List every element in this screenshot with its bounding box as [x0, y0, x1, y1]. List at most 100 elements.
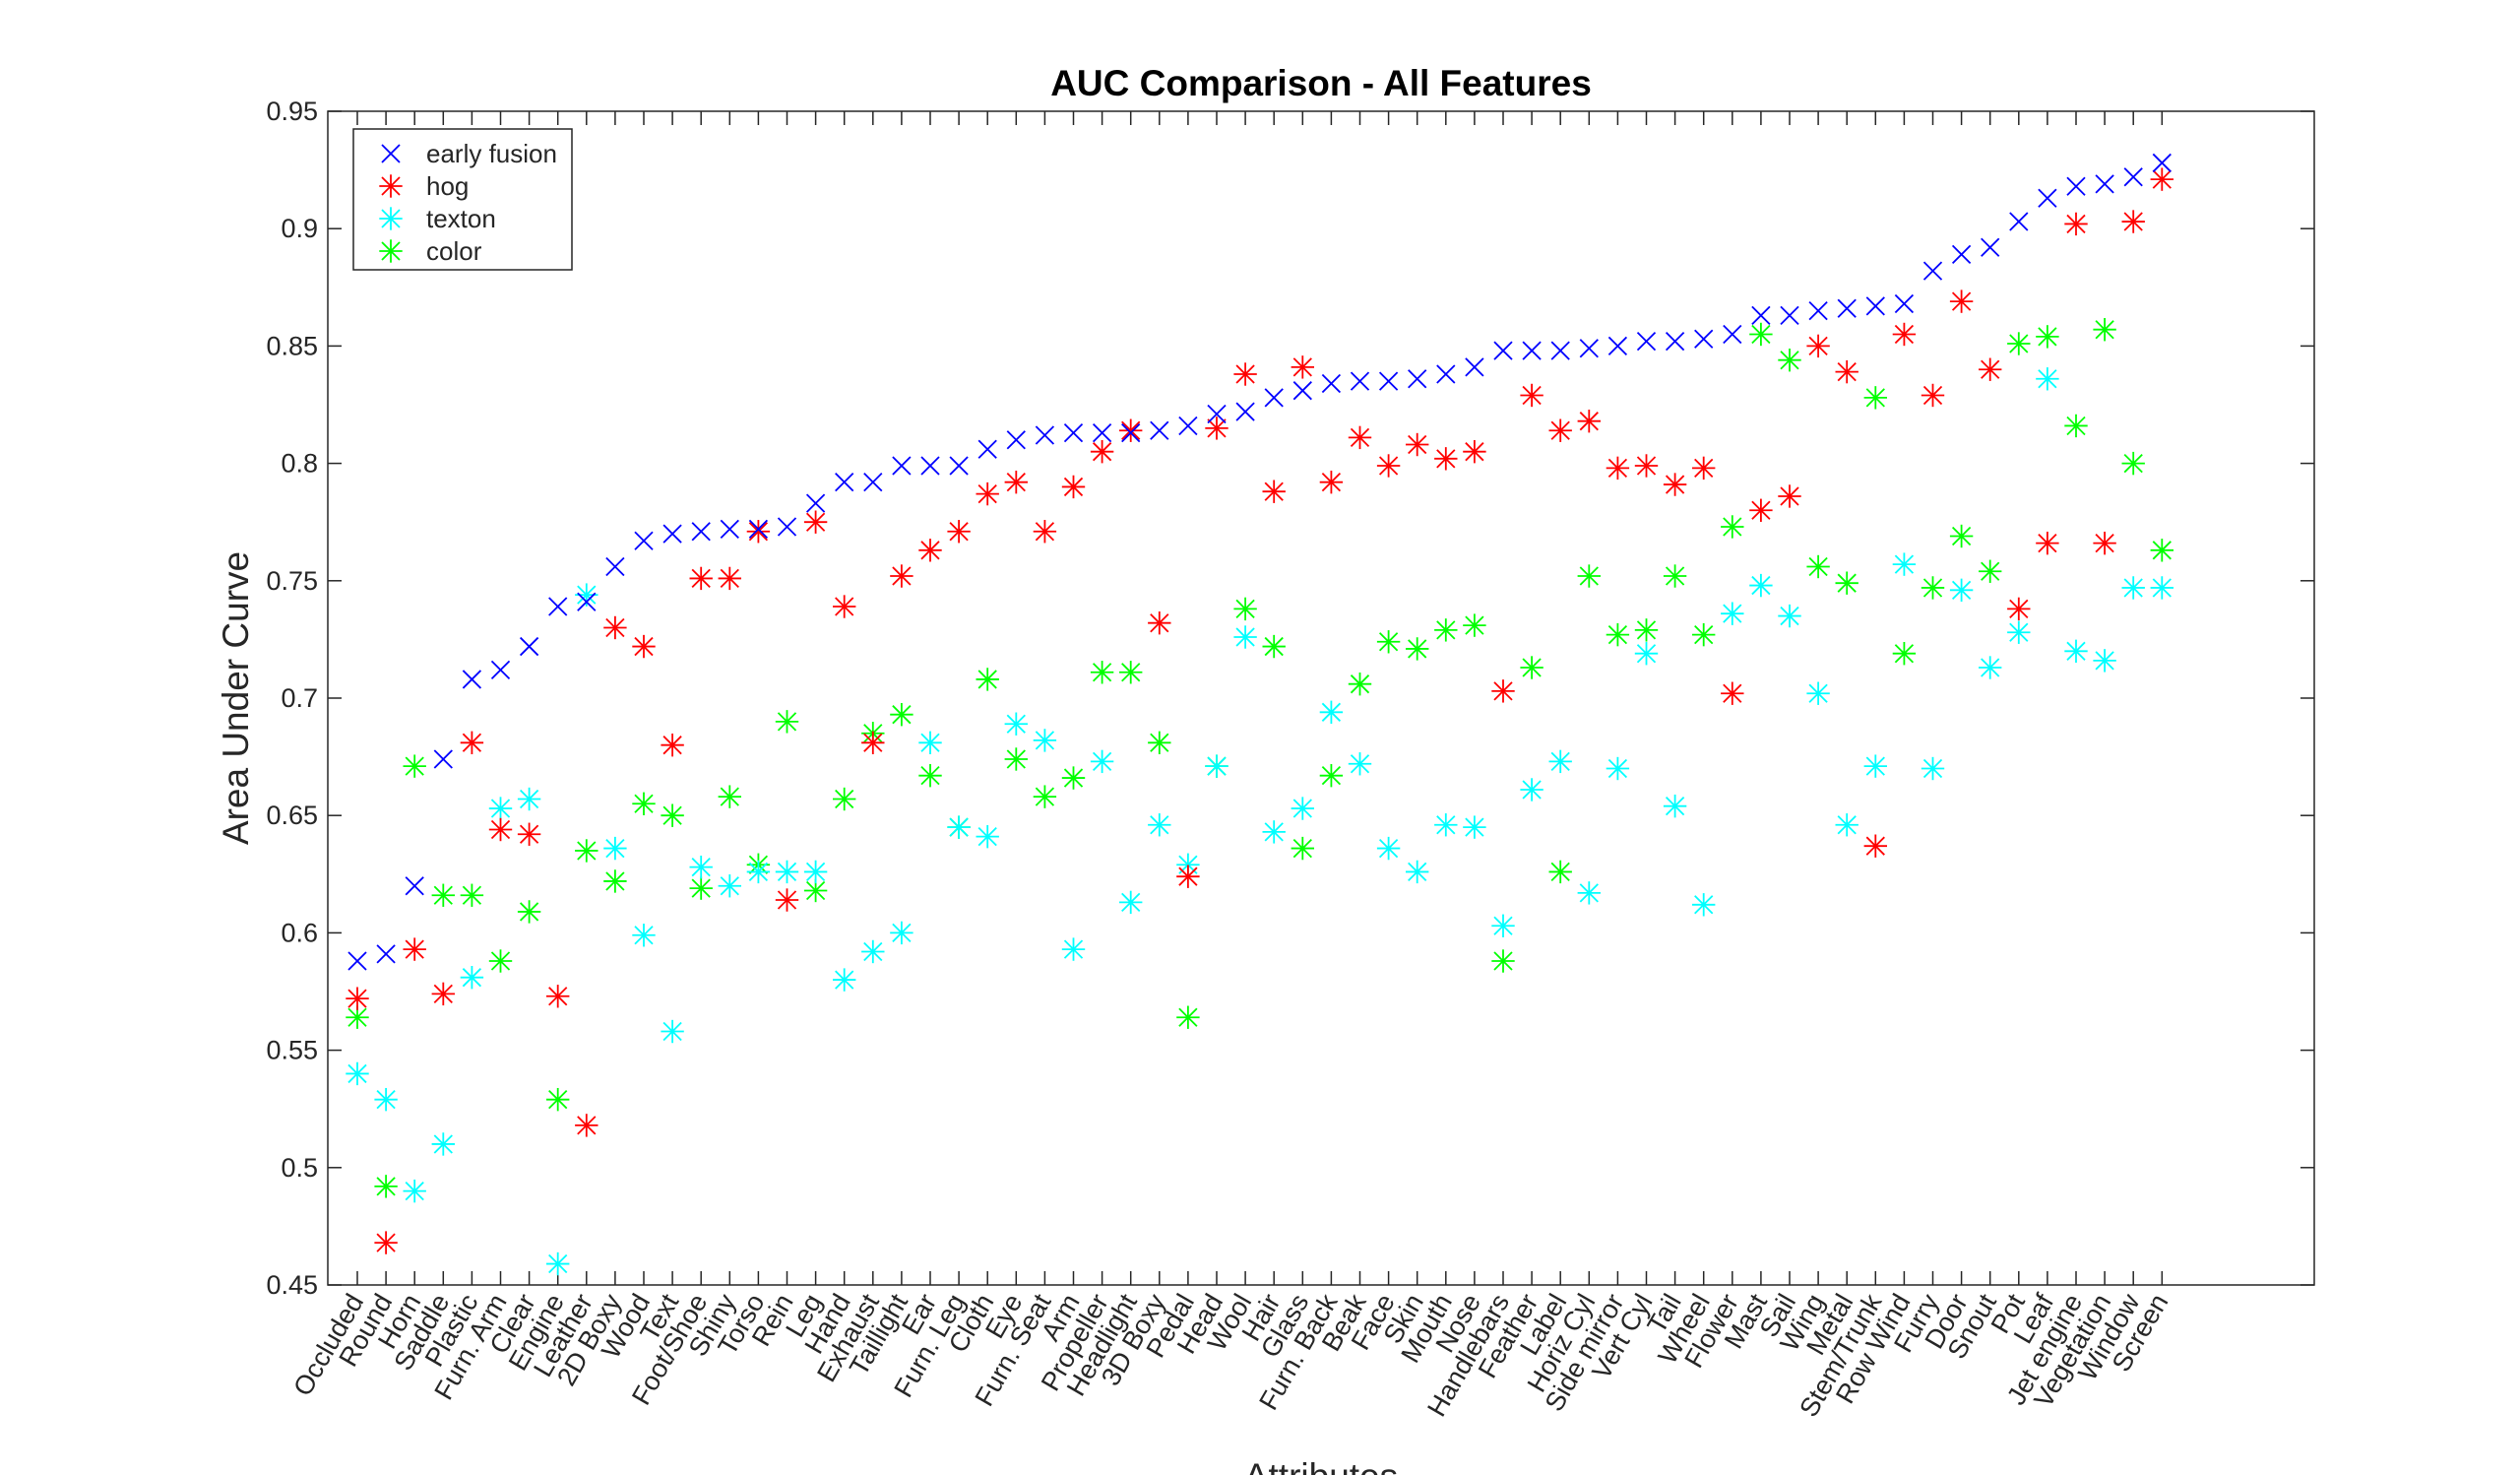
point-hog — [1634, 454, 1659, 478]
point-texton — [403, 1179, 426, 1203]
point-color — [1606, 622, 1630, 647]
point-early-fusion — [605, 556, 625, 577]
point-color — [1721, 515, 1744, 539]
point-hog — [1692, 456, 1716, 481]
point-early-fusion — [1408, 369, 1427, 389]
point-color — [1663, 564, 1687, 588]
point-texton — [431, 1132, 455, 1156]
point-texton — [2093, 649, 2116, 673]
point-hog — [1548, 418, 1572, 442]
point-color — [833, 787, 856, 811]
point-texton — [718, 874, 741, 898]
point-early-fusion — [1121, 422, 1141, 443]
point-hog — [460, 731, 484, 754]
point-color — [1949, 524, 1974, 548]
point-color — [374, 1175, 398, 1198]
point-early-fusion — [1350, 371, 1370, 391]
point-hog — [1520, 383, 1544, 408]
point-hog — [517, 822, 541, 846]
point-color — [1577, 564, 1601, 588]
y-axis-ticks: 0.45 0.5 0.55 0.6 0.65 0.7 0.75 0.8 0.85 0.9 0.95 — [266, 96, 2314, 1300]
point-early-fusion — [1035, 425, 1055, 445]
point-color — [1749, 322, 1773, 347]
point-color — [431, 883, 455, 907]
point-early-fusion — [1951, 244, 1972, 265]
point-early-fusion — [1378, 371, 1399, 391]
point-hog — [1835, 359, 1858, 384]
point-early-fusion — [1579, 339, 1599, 358]
point-hog — [1949, 289, 1974, 313]
point-hog — [1176, 865, 1200, 888]
point-hog — [1119, 418, 1143, 442]
point-early-fusion — [662, 524, 682, 544]
point-early-fusion — [2038, 188, 2057, 208]
point-early-fusion — [2095, 174, 2114, 194]
x-axis-label: Attributes — [1244, 1456, 1398, 1475]
point-early-fusion — [1092, 422, 1112, 443]
point-texton — [1749, 573, 1773, 598]
point-early-fusion — [1178, 416, 1198, 436]
point-color — [1806, 554, 1830, 579]
point-early-fusion — [1465, 357, 1484, 377]
point-hog — [1262, 480, 1286, 503]
point-texton — [689, 855, 713, 879]
point-color — [1291, 836, 1314, 861]
point-color — [1319, 763, 1344, 788]
y-tick-label: 0.45 — [266, 1270, 318, 1300]
point-texton — [1548, 749, 1572, 774]
point-color — [460, 883, 484, 907]
point-early-fusion — [1607, 336, 1628, 356]
point-texton — [2007, 620, 2031, 644]
point-hog — [803, 510, 828, 534]
point-early-fusion — [1292, 381, 1312, 401]
point-hog — [575, 1114, 598, 1137]
point-texton — [1491, 914, 1515, 937]
point-texton — [2064, 639, 2088, 664]
point-hog — [1406, 432, 1429, 457]
point-hog — [346, 987, 369, 1010]
point-color — [1921, 576, 1945, 600]
point-texton — [746, 860, 771, 884]
point-texton — [460, 965, 484, 990]
point-texton — [947, 815, 971, 839]
point-early-fusion — [1808, 301, 1828, 321]
point-color — [1348, 672, 1372, 696]
point-texton — [1606, 756, 1630, 781]
point-texton — [1892, 552, 1917, 576]
point-early-fusion — [1522, 341, 1542, 360]
point-early-fusion — [433, 749, 453, 769]
point-early-fusion — [892, 456, 912, 476]
point-hog — [718, 566, 741, 591]
point-early-fusion — [1894, 293, 1915, 314]
point-texton — [1979, 656, 2002, 679]
point-color — [775, 710, 799, 734]
point-texton — [1520, 778, 1544, 802]
point-texton — [1376, 836, 1401, 861]
point-hog — [1577, 409, 1601, 433]
point-hog — [603, 615, 627, 640]
point-hog — [1233, 362, 1257, 386]
point-texton — [833, 968, 856, 992]
point-texton — [1233, 625, 1257, 649]
point-hog — [947, 520, 971, 544]
point-early-fusion — [977, 439, 997, 459]
y-tick-label: 0.55 — [266, 1036, 318, 1065]
point-hog — [1892, 322, 1917, 347]
point-early-fusion — [1321, 373, 1342, 394]
point-color — [1148, 731, 1171, 754]
point-hog — [546, 985, 570, 1008]
data-points — [346, 153, 2174, 1276]
point-hog — [1434, 447, 1458, 471]
point-texton — [632, 924, 656, 947]
point-color — [1520, 656, 1544, 679]
point-hog — [2007, 597, 2031, 621]
point-texton — [2036, 367, 2059, 391]
legend-marker-hog — [379, 174, 403, 198]
point-color — [2064, 414, 2088, 438]
point-texton — [1663, 794, 1687, 818]
point-color — [689, 876, 713, 900]
point-texton — [775, 860, 799, 884]
legend-marker-color — [379, 239, 403, 263]
point-hog — [1606, 456, 1630, 481]
